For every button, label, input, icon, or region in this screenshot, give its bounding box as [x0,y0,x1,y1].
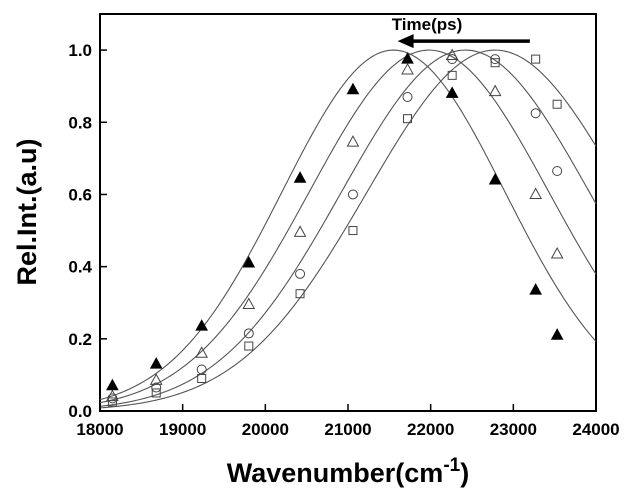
y-axis-title: Rel.Int.(a.u) [12,139,42,286]
data-point-open-square [244,341,254,351]
data-point-open-square [151,388,161,398]
y-tick-label: 0.0 [68,402,92,421]
data-point-open-circle [447,54,458,65]
data-point-filled-triangle [149,357,163,369]
y-tick-label: 0.8 [68,113,92,132]
data-point-open-triangle [550,246,564,259]
data-point-filled-triangle [488,172,502,185]
data-point-open-circle [196,364,207,375]
time-arrow [397,34,530,49]
data-point-open-triangle [242,297,256,310]
x-tick-label: 24000 [572,420,619,439]
data-point-open-triangle [346,135,360,147]
x-tick-label: 22000 [407,420,454,439]
data-point-open-square [295,289,305,299]
y-axis-ticks: 0.0 0.2 0.4 0.6 0.8 1.0 [68,41,107,421]
data-point-open-triangle [401,62,414,75]
y-tick-label: 1.0 [68,41,92,60]
annotation-time-label: Time(ps) [392,15,463,34]
data-point-filled-triangle [529,283,542,295]
data-point-open-circle [530,108,541,119]
data-point-open-circle [347,189,358,200]
data-point-open-circle [151,382,162,393]
data-point-filled-triangle [550,328,564,340]
x-tick-label: 21000 [324,420,371,439]
data-point-open-square [447,70,457,80]
data-point-open-triangle [293,225,307,237]
fit-curve-3 [99,49,597,407]
data-point-open-circle [552,165,563,176]
data-point-filled-triangle [445,86,459,98]
data-point-open-triangle [529,187,542,199]
data-point-open-circle [295,268,306,279]
fit-curve-4 [99,49,597,409]
data-point-open-circle [402,92,413,103]
data-point-open-square [348,226,358,236]
data-point-open-triangle [445,48,459,61]
data-point-open-square [403,114,413,124]
x-axis-ticks: 18000 19000 20000 21000 22000 23000 24000 [76,404,620,439]
data-point-filled-triangle [293,171,307,183]
fit-curve-2 [99,49,597,404]
x-axis-title: Wavenumber(cm-1) [227,455,469,488]
plot-frame [99,13,597,412]
y-tick-label: 0.4 [68,258,92,277]
data-point-open-triangle [488,84,502,97]
data-point-open-square [552,99,562,109]
y-tick-label: 0.2 [68,330,92,349]
x-tick-label: 23000 [490,420,537,439]
x-tick-label: 18000 [76,420,123,439]
data-point-open-circle [243,328,254,339]
data-point-open-triangle [106,389,119,402]
data-point-filled-triangle [242,255,256,268]
data-point-open-triangle [149,373,163,385]
data-markers [106,48,564,407]
fit-curve-1 [99,49,597,401]
x-axis-title-main: Wavenumber(cm [227,458,444,488]
x-axis-title-superscript: -1 [443,455,460,476]
data-point-open-square [531,54,541,64]
data-point-open-square [490,58,500,68]
time-arrow-head [397,34,414,49]
data-point-filled-triangle [106,378,119,391]
data-point-open-triangle [195,346,209,358]
y-tick-label: 0.6 [68,185,92,204]
data-point-filled-triangle [346,82,360,95]
data-point-open-square [197,374,207,384]
x-tick-label: 19000 [159,420,206,439]
data-point-open-square [107,397,117,407]
fit-curves [99,49,597,409]
data-point-filled-triangle [195,319,209,331]
x-tick-label: 20000 [242,420,289,439]
x-axis-title-close: ) [460,458,469,488]
